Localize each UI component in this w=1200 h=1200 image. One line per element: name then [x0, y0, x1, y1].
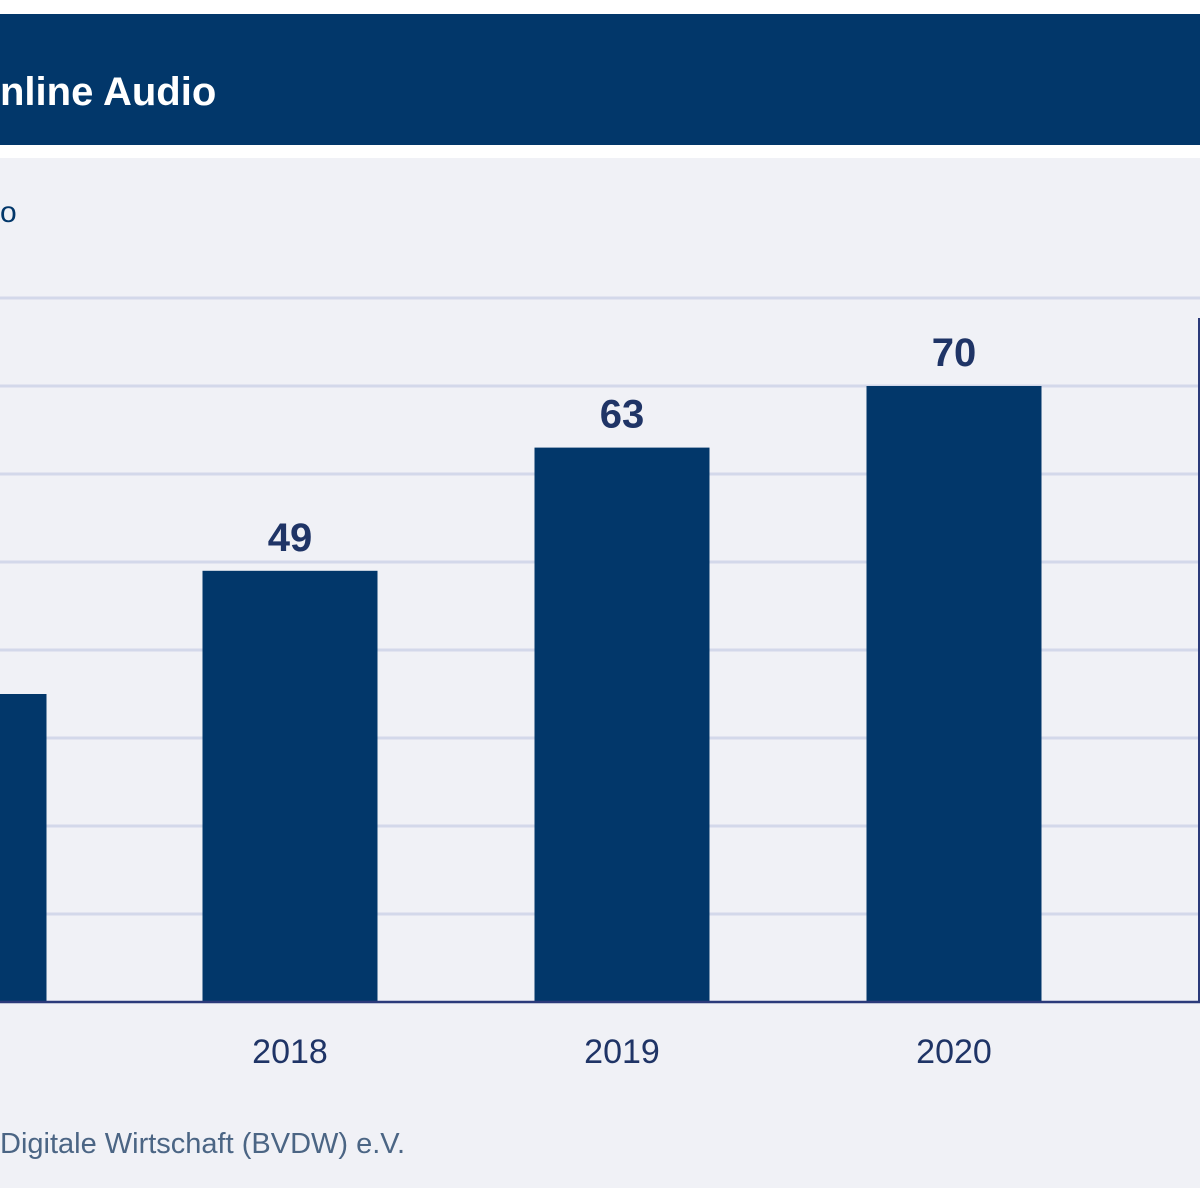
data-label: 70: [932, 331, 977, 375]
bar: [534, 447, 710, 1003]
bar: [202, 570, 378, 1002]
chart-title: nline Audio: [0, 70, 217, 114]
bar: [866, 386, 1042, 1002]
chart-subtitle: o: [0, 196, 17, 229]
data-label: 63: [600, 393, 645, 437]
data-label: 49: [268, 516, 313, 560]
bar: [0, 694, 47, 1002]
source-note: Digitale Wirtschaft (BVDW) e.V.: [0, 1128, 406, 1160]
x-tick-label: 2018: [252, 1033, 328, 1071]
header-bar: nline Audio: [0, 14, 1200, 145]
x-tick-label: 2019: [584, 1033, 660, 1071]
x-tick-label: 2020: [916, 1033, 992, 1071]
